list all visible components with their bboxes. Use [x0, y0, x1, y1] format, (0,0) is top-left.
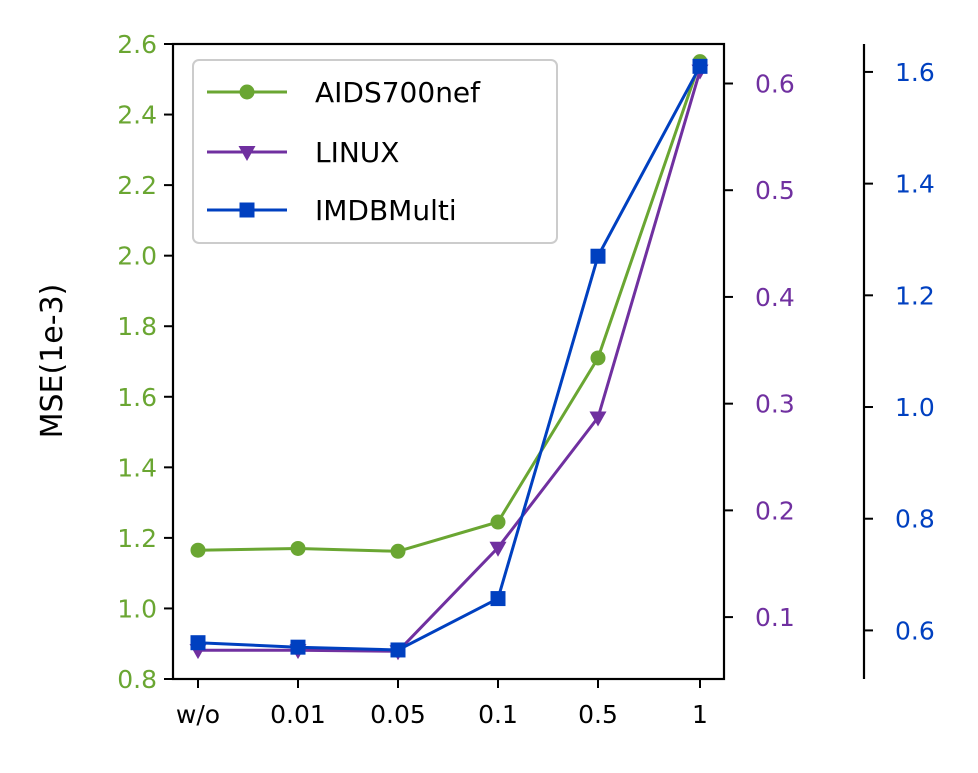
data-point — [390, 543, 406, 559]
data-point — [290, 639, 306, 655]
data-point — [590, 350, 606, 366]
left-axis-tick-label: 0.8 — [117, 665, 157, 694]
x-axis-tick-label: 0.5 — [578, 700, 618, 729]
left-axis-tick-label: 2.0 — [117, 242, 157, 271]
far-right-axis-tick-label: 1.0 — [895, 393, 935, 422]
left-axis-tick-label: 2.2 — [117, 171, 157, 200]
data-point — [692, 58, 708, 74]
right-axis-tick-label: 0.2 — [755, 496, 795, 525]
x-axis-tick-label: 1 — [692, 700, 708, 729]
right-axis-tick-label: 0.5 — [755, 176, 795, 205]
legend-marker — [239, 202, 255, 218]
data-point — [390, 642, 406, 658]
left-axis-tick-label: 2.6 — [117, 30, 157, 59]
x-axis-tick-label: w/o — [176, 700, 220, 729]
far-right-axis-tick-label: 0.6 — [895, 616, 935, 645]
right-axis-tick-label: 0.4 — [755, 283, 795, 312]
left-axis-tick-label: 1.8 — [117, 312, 157, 341]
left-axis-tick-label: 1.4 — [117, 453, 157, 482]
x-axis-tick-label: 0.01 — [270, 700, 326, 729]
left-axis-tick-label: 1.6 — [117, 383, 157, 412]
legend-label: AIDS700nef — [315, 76, 481, 109]
data-point — [490, 514, 506, 530]
series-imdbmulti — [190, 58, 708, 658]
axis-layer: 0.8 1.0 1.2 1.4 1.6 1.8 2.0 2.2 2.4 2.6 0.1 0.2 0.3 0… — [117, 30, 935, 729]
data-point — [489, 541, 507, 557]
series-line — [197, 61, 702, 553]
right-axis-tick-label: 0.1 — [755, 603, 795, 632]
legend-marker — [239, 84, 255, 100]
legend-marker — [238, 146, 256, 161]
x-axis-tick-label: 0.05 — [370, 700, 426, 729]
legend-box — [192, 59, 558, 244]
data-point — [589, 411, 607, 427]
legend-label: IMDBMulti — [315, 194, 457, 227]
series-line — [197, 65, 702, 652]
right-axis-tick-label: 0.3 — [755, 390, 795, 419]
far-right-axis-tick-label: 1.2 — [895, 281, 935, 310]
data-point — [490, 591, 506, 607]
data-point — [290, 540, 306, 556]
data-point — [590, 248, 606, 264]
left-axis-tick-label: 1.0 — [117, 594, 157, 623]
plot-frame — [171, 42, 726, 681]
series-line — [198, 70, 702, 653]
right-axis-tick-label: 0.6 — [755, 69, 795, 98]
series-layer — [189, 54, 709, 661]
x-axis-tick-label: 0.1 — [478, 700, 518, 729]
data-point — [190, 635, 206, 651]
far-right-axis-tick-label: 1.6 — [895, 58, 935, 87]
legend: AIDS700nef LINUX IMDBMulti — [192, 59, 558, 244]
data-point — [190, 542, 206, 558]
left-axis-tick-label: 1.2 — [117, 524, 157, 553]
left-axis-tick-label: 2.4 — [117, 101, 157, 130]
y-axis-title: MSE(1e-3) — [35, 284, 70, 439]
far-right-axis-tick-label: 0.8 — [895, 505, 935, 534]
legend-label: LINUX — [315, 136, 399, 169]
far-right-axis-tick-label: 1.4 — [895, 170, 935, 199]
